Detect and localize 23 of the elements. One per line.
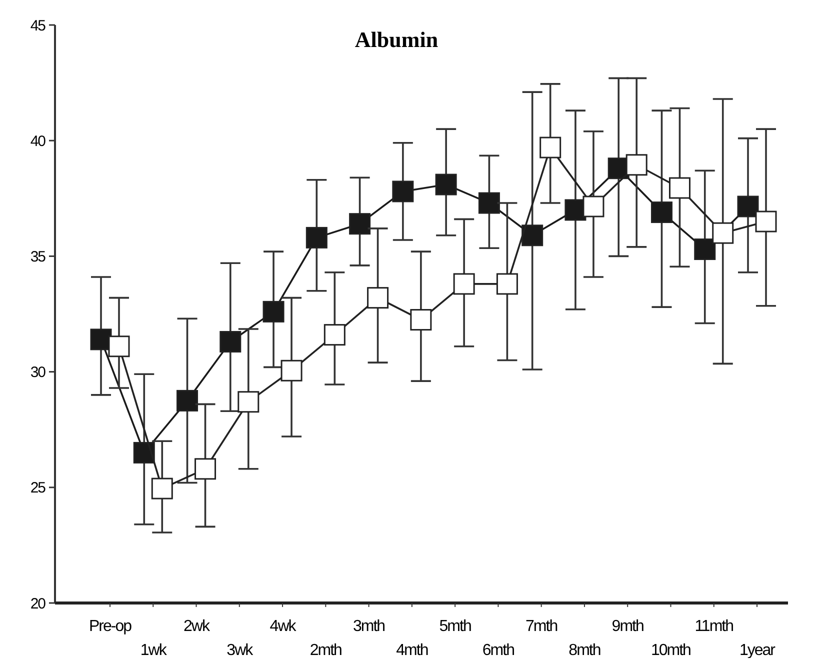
y-tick-label: 30: [30, 364, 46, 382]
y-tick-label: 45: [30, 17, 46, 34]
x-tick-label: 3wk: [226, 642, 254, 659]
y-tick-label: 35: [30, 248, 46, 266]
x-tick-label: 8mth: [568, 642, 600, 659]
x-tick-label: 6mth: [482, 642, 514, 659]
x-tick-label: 7mth: [526, 618, 558, 635]
x-tick-label: 1year: [739, 642, 776, 659]
y-tick-label: 25: [30, 480, 46, 497]
x-tick-label: 2mth: [310, 642, 342, 659]
x-tick-label: 3mth: [353, 618, 385, 635]
x-tick-label: Pre-op: [88, 618, 132, 635]
x-tick-label: 1wk: [140, 642, 168, 659]
x-tick-label: 10mth: [651, 642, 691, 659]
x-tick-label: 4wk: [270, 618, 298, 635]
chart-title: Albumin: [354, 27, 438, 52]
y-tick-label: 20: [30, 595, 46, 612]
x-tick-label: 11mth: [694, 618, 734, 635]
y-tick-label: 40: [30, 132, 46, 150]
x-tick-label: 5mth: [439, 618, 471, 635]
x-tick-label: 2wk: [184, 618, 211, 635]
x-tick-label: 9mth: [612, 618, 644, 635]
x-tick-label: 4mth: [396, 642, 428, 659]
